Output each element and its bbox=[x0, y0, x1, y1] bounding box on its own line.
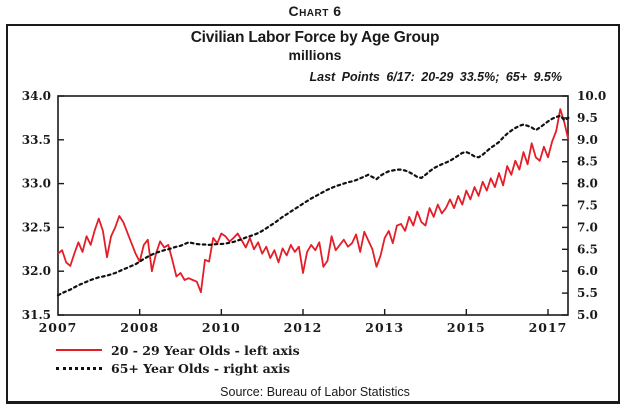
chart-subtitle: millions bbox=[288, 47, 342, 63]
x-axis-label: 2010 bbox=[202, 320, 241, 335]
legend-item-65plus: 65+ Year Olds - right axis bbox=[56, 359, 300, 377]
x-axis-label: 2012 bbox=[284, 320, 323, 335]
right-axis-label: 8.5 bbox=[577, 155, 598, 169]
legend-label-20-29: 20 - 29 Year Olds - left axis bbox=[111, 342, 300, 358]
right-axis-label: 10.0 bbox=[577, 89, 606, 103]
right-axis-label: 7.5 bbox=[577, 199, 598, 213]
series-line-20-29 bbox=[57, 108, 570, 294]
legend-label-65plus: 65+ Year Olds - right axis bbox=[111, 360, 290, 376]
source-credit: Source: Bureau of Labor Statistics bbox=[220, 385, 410, 399]
x-axis-label: 2008 bbox=[120, 320, 159, 335]
chart-title: Civilian Labor Force by Age Group bbox=[190, 29, 440, 46]
legend-item-20-29: 20 - 29 Year Olds - left axis bbox=[56, 341, 300, 359]
right-axis-label: 6.5 bbox=[577, 242, 598, 256]
right-axis-label: 6.0 bbox=[577, 264, 598, 278]
solid-red-line-swatch bbox=[56, 349, 102, 351]
left-axis-label: 31.5 bbox=[22, 308, 51, 322]
right-axis-label: 9.0 bbox=[577, 133, 598, 147]
left-axis-label: 32.0 bbox=[22, 264, 51, 278]
right-axis-label: 9.5 bbox=[577, 111, 598, 125]
right-axis-label: 5.0 bbox=[577, 308, 598, 322]
series-line-65plus bbox=[56, 114, 570, 297]
left-axis-label: 34.0 bbox=[22, 89, 51, 103]
plot-border bbox=[57, 95, 569, 316]
x-axis-label: 2013 bbox=[365, 320, 404, 335]
chart-frame bbox=[6, 24, 620, 404]
chart-number-label: Chart 6 bbox=[288, 3, 342, 19]
left-axis-label: 32.5 bbox=[22, 220, 51, 234]
x-axis-label: 2015 bbox=[447, 320, 486, 335]
x-axis-label: 2017 bbox=[529, 320, 568, 335]
dotted-black-line-swatch bbox=[56, 366, 102, 370]
left-axis-label: 33.0 bbox=[22, 177, 51, 191]
right-axis-label: 7.0 bbox=[577, 220, 598, 234]
right-axis-label: 5.5 bbox=[577, 286, 598, 300]
left-axis-label: 33.5 bbox=[22, 133, 51, 147]
x-axis-label: 2007 bbox=[39, 320, 78, 335]
legend: 20 - 29 Year Olds - left axis 65+ Year O… bbox=[56, 341, 300, 377]
last-points-annotation: Last Points 6/17: 20-29 33.5%; 65+ 9.5% bbox=[309, 70, 563, 84]
right-axis-label: 8.0 bbox=[577, 177, 598, 191]
